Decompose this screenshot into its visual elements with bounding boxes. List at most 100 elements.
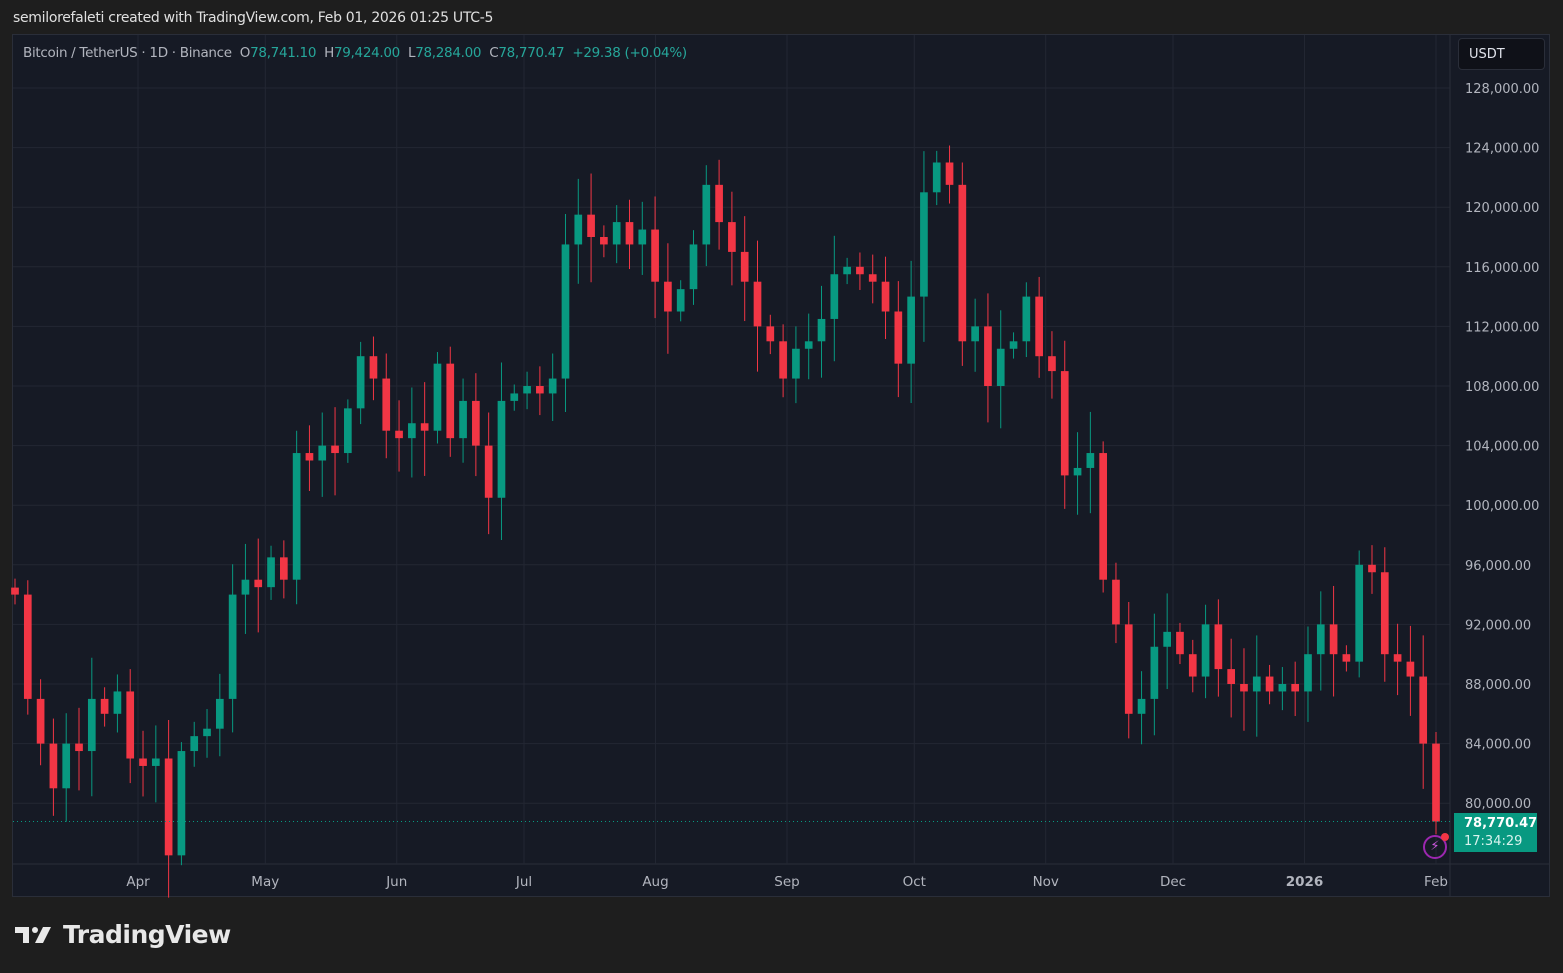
candle-down	[536, 386, 544, 394]
candle-up	[344, 408, 352, 454]
candle-up	[843, 266, 851, 275]
candle-down	[382, 378, 391, 431]
open-value: 78,741.10	[250, 45, 317, 61]
low-label: L	[407, 45, 416, 61]
candle-down	[1112, 579, 1120, 625]
logo-text: TradingView	[63, 920, 231, 949]
candle-up	[203, 728, 211, 737]
candle-down	[254, 579, 263, 588]
candle-up	[1163, 631, 1172, 647]
candle-up	[1304, 654, 1312, 692]
candle-up	[433, 363, 442, 431]
candle-up	[267, 557, 275, 588]
candle-down	[1099, 453, 1107, 580]
candle-down	[1188, 654, 1197, 677]
high-value: 79,424.00	[333, 45, 400, 61]
time-tick-label: Sep	[774, 874, 799, 890]
candle-up	[177, 751, 186, 856]
candle-down	[1060, 371, 1069, 476]
candle-down	[1291, 684, 1300, 692]
candle-down	[11, 587, 19, 595]
candle-down	[164, 758, 173, 856]
candle-up	[1086, 453, 1095, 468]
candle-up	[356, 356, 365, 409]
candle-down	[1368, 564, 1376, 573]
candle-up	[87, 698, 96, 752]
chart-panel[interactable]	[12, 34, 1550, 897]
candle-up	[1201, 624, 1210, 677]
candle-down	[472, 400, 480, 446]
candle-down	[331, 445, 339, 454]
close-label: C	[489, 45, 499, 61]
candle-up	[1150, 646, 1159, 699]
candle-up	[804, 341, 813, 349]
candle-up	[676, 289, 685, 312]
candle-up	[792, 348, 800, 379]
candle-down	[1048, 356, 1056, 372]
candle-down	[856, 266, 864, 275]
candle-down	[664, 281, 672, 312]
candle-up	[817, 318, 826, 342]
candle-up	[241, 579, 250, 595]
candle-up	[459, 400, 467, 439]
candle-up	[638, 229, 647, 245]
price-tick-label: 88,000.00	[1465, 678, 1531, 693]
notification-dot-icon	[1441, 833, 1449, 841]
low-value: 78,284.00	[415, 45, 482, 61]
price-tick-label: 92,000.00	[1465, 618, 1531, 633]
time-tick-label: Apr	[126, 874, 150, 890]
candle-up	[702, 184, 711, 245]
candle-up	[151, 758, 160, 766]
time-tick-label: Jun	[385, 874, 407, 890]
price-tick-label: 124,000.00	[1465, 142, 1539, 157]
bar-countdown: 17:34:29	[1464, 834, 1523, 849]
price-tick-label: 116,000.00	[1465, 261, 1539, 276]
candle-up	[548, 378, 557, 394]
candle-up	[1137, 698, 1146, 714]
candle-up	[1022, 296, 1031, 342]
candle-up	[1073, 467, 1082, 476]
candle-down	[753, 281, 762, 327]
candle-down	[1342, 654, 1351, 662]
candle-up	[62, 743, 71, 789]
candle-up	[523, 386, 531, 394]
candle-down	[945, 162, 954, 185]
candle-down	[1176, 631, 1184, 655]
candle-down	[868, 274, 877, 282]
chart-credit: semilorefaleti created with TradingView.…	[13, 10, 494, 26]
candle-down	[484, 445, 493, 498]
candle-down	[587, 214, 595, 237]
currency-button[interactable]: USDT	[1458, 38, 1545, 70]
candle-down	[395, 430, 403, 439]
candle-up	[318, 445, 327, 461]
lightning-alert-icon[interactable]: ⚡	[1423, 833, 1449, 859]
candle-up	[996, 348, 1005, 386]
candle-up	[907, 296, 915, 364]
time-tick-label: Dec	[1160, 874, 1186, 890]
candle-down	[75, 743, 83, 752]
tradingview-logo[interactable]: TradingView	[15, 920, 231, 949]
price-tick-label: 100,000.00	[1465, 499, 1539, 514]
candle-down	[625, 222, 634, 245]
candle-up	[561, 244, 570, 379]
candle-up	[920, 192, 928, 297]
candle-down	[1265, 676, 1274, 692]
candle-up	[497, 400, 506, 498]
candle-down	[369, 356, 378, 379]
ohlc-legend: Bitcoin / TetherUS · 1D · Binance O78,74…	[23, 45, 687, 61]
candle-up	[1252, 676, 1261, 692]
candle-up	[932, 162, 941, 193]
price-tick-label: 120,000.00	[1465, 201, 1539, 216]
candle-down	[446, 363, 455, 439]
price-tick-label: 128,000.00	[1465, 82, 1539, 97]
candle-down	[740, 251, 749, 282]
candle-up	[408, 423, 416, 439]
last-price-tag: 78,770.47 17:34:29	[1454, 813, 1537, 852]
price-tick-label: 112,000.00	[1465, 320, 1539, 335]
candle-down	[715, 184, 723, 223]
candle-down	[49, 743, 58, 789]
candle-up	[190, 736, 199, 752]
symbol-title[interactable]: Bitcoin / TetherUS · 1D · Binance	[23, 45, 232, 61]
time-tick-label: Oct	[903, 874, 926, 890]
